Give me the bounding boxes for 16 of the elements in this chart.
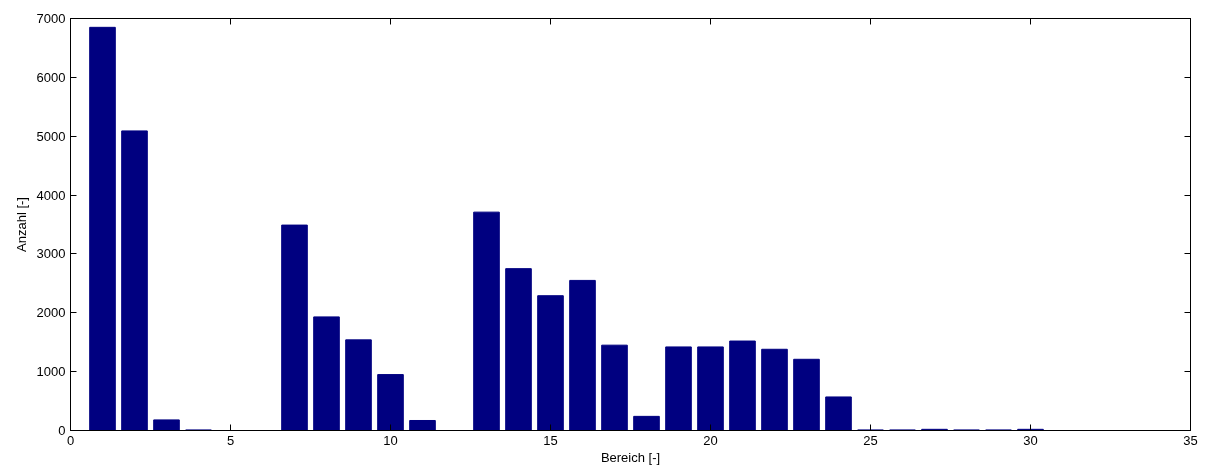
y-tick-label: 3000 xyxy=(36,246,66,262)
y-tick-label: 7000 xyxy=(36,11,66,26)
x-tick-label: 10 xyxy=(383,432,398,448)
y-tick-label: 1000 xyxy=(36,364,66,380)
x-tick-label: 5 xyxy=(226,432,235,448)
x-tick-label: 15 xyxy=(543,432,558,448)
x-tick-label: 20 xyxy=(703,432,718,448)
y-tick-label: 2000 xyxy=(36,305,66,321)
y-axis-title: Anzahl [-] xyxy=(13,197,29,252)
x-tick-label: 25 xyxy=(863,432,878,448)
y-tick-label: 4000 xyxy=(36,187,66,203)
x-tick-label: 35 xyxy=(1183,432,1198,448)
y-tick-label: 6000 xyxy=(36,69,66,85)
x-tick-label: 30 xyxy=(1023,432,1038,448)
x-axis-title: Bereich [-] xyxy=(600,449,661,465)
y-tick-label: 5000 xyxy=(36,128,66,144)
